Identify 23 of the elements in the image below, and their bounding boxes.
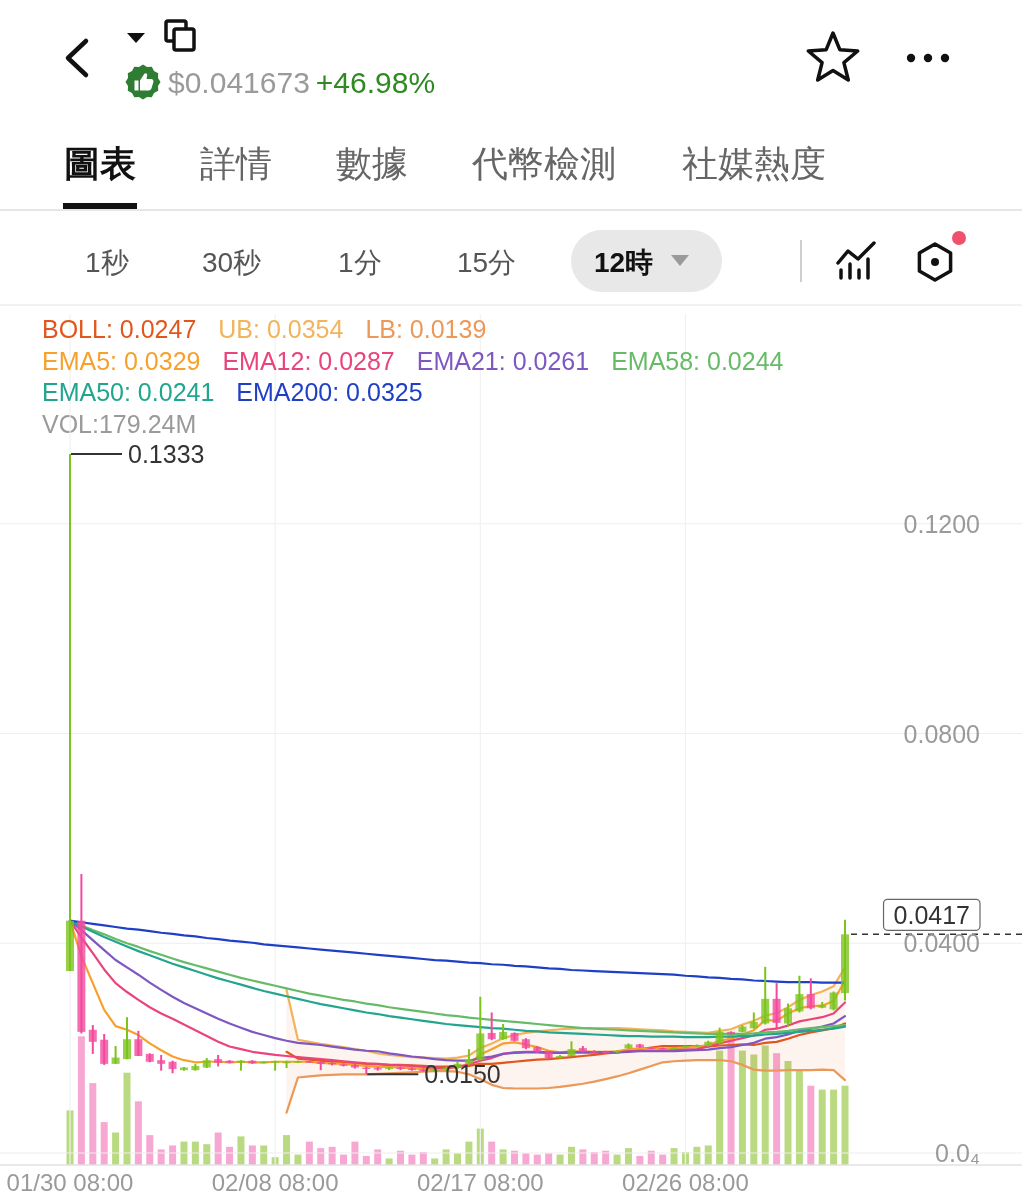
x-tick-label: 02/26 08:00	[622, 1169, 749, 1196]
text: 15分	[457, 247, 517, 278]
text: $0.041673	[168, 66, 310, 99]
annotation: 0.1333	[128, 440, 205, 469]
text: 1分	[338, 247, 382, 278]
x-tick-label: 01/30 08:00	[6, 1169, 134, 1196]
text: 圖表	[64, 143, 136, 184]
y-tick-label: 0.0800	[903, 719, 980, 748]
text: 代幣檢測	[471, 143, 616, 184]
chart-title: VOL:179.24M	[42, 409, 197, 438]
text: 社媒熱度	[682, 143, 826, 184]
ref-line-label: 0.0417	[893, 900, 970, 929]
text: 詳情	[200, 143, 272, 184]
y-tick-label: 0.0₄	[935, 1139, 980, 1167]
text: 1秒	[85, 247, 129, 278]
text: 30秒	[202, 247, 262, 278]
text: 12時	[594, 247, 654, 278]
text: 數據	[336, 143, 408, 184]
legend: BOLL: 0.0247 UB: 0.0354 LB: 0.0139 EMA5: 0.0329 EMA12: 0.0287 EMA21: 0.0261 EMA58: 0.0244 EMA50: 0.0241 EMA200: 0.0325	[42, 315, 784, 406]
x-tick-label: 02/17 08:00	[416, 1169, 544, 1196]
x-tick-label: 02/08 08:00	[211, 1169, 339, 1196]
y-tick-label: 0.1200	[903, 509, 980, 538]
text: +46.98%	[315, 66, 436, 99]
